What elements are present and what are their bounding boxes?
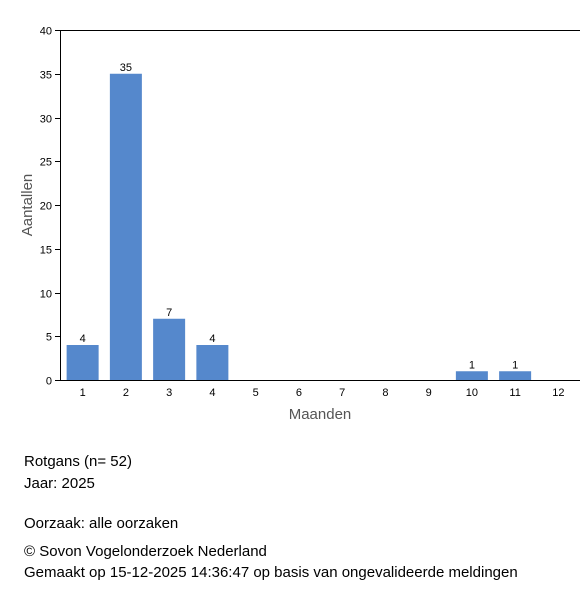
y-tick-label: 15	[40, 245, 52, 257]
y-tick-label: 40	[40, 26, 52, 38]
bar	[455, 371, 488, 380]
bar-value-label: 1	[469, 359, 475, 371]
generated-text: Gemaakt op 15-12-2025 14:36:47 op basis …	[24, 564, 518, 581]
species-count: Rotgans (n= 52)	[24, 453, 132, 470]
year-label: Jaar: 2025	[24, 475, 95, 492]
x-tick-label: 6	[296, 387, 302, 399]
x-tick-label: 5	[253, 387, 259, 399]
bars: 4 35 7 4 1 1	[66, 62, 532, 380]
x-tick-label: 1	[80, 387, 86, 399]
x-tick-label: 3	[166, 387, 172, 399]
x-tick-label: 7	[339, 387, 345, 399]
bar	[66, 345, 99, 380]
x-axis-ticks: 1 2 3 4 5 6 7 8 9 10 11 12	[80, 387, 565, 399]
y-tick-label: 25	[40, 157, 52, 169]
y-axis-ticks: 0 5 10 15 20 25 30 35 40	[40, 26, 60, 388]
bar-value-label: 1	[512, 359, 518, 371]
bar-value-label: 35	[120, 62, 132, 74]
x-axis-title: Maanden	[289, 406, 352, 423]
x-tick-label: 11	[509, 387, 520, 399]
x-tick-label: 9	[426, 387, 432, 399]
copyright-text: © Sovon Vogelonderzoek Nederland	[24, 543, 267, 560]
y-tick-label: 5	[46, 332, 52, 344]
y-axis-title: Aantallen	[19, 174, 36, 237]
bar	[109, 73, 142, 380]
y-tick-label: 20	[40, 201, 52, 213]
y-tick-label: 30	[40, 114, 52, 126]
bar	[153, 318, 186, 380]
bar-value-label: 7	[166, 307, 172, 319]
y-tick-label: 0	[46, 376, 52, 388]
x-tick-label: 2	[123, 387, 129, 399]
x-tick-label: 4	[209, 387, 215, 399]
bar	[196, 345, 229, 380]
bar	[499, 371, 532, 380]
cause-label: Oorzaak: alle oorzaken	[24, 515, 179, 532]
bar-value-label: 4	[80, 333, 86, 345]
bar-value-label: 4	[209, 333, 215, 345]
y-tick-label: 10	[40, 289, 52, 301]
x-tick-label: 12	[552, 387, 564, 399]
x-tick-label: 10	[466, 387, 478, 399]
x-tick-label: 8	[382, 387, 388, 399]
y-tick-label: 35	[40, 70, 52, 82]
